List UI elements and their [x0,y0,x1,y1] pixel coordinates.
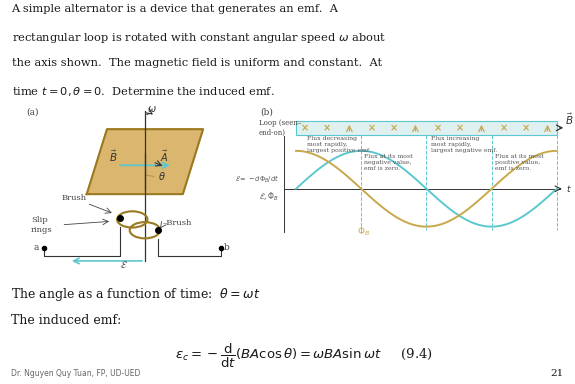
Text: The induced emf:: The induced emf: [12,314,122,327]
Text: ×: × [455,123,463,133]
Text: $\varepsilon_c = -\dfrac{\mathrm{d}}{\mathrm{d}t}(BA\cos\theta) = \omega BA\sin\: $\varepsilon_c = -\dfrac{\mathrm{d}}{\ma… [175,342,432,370]
Text: $t$: $t$ [566,183,572,194]
Text: ×: × [301,123,309,133]
Text: Brush: Brush [62,194,86,202]
Text: Slip
rings: Slip rings [31,216,53,234]
Text: $\vec{B}$: $\vec{B}$ [565,112,573,127]
Text: ×: × [522,123,530,133]
Text: b: b [223,243,229,252]
Text: a: a [33,243,39,252]
Text: ×: × [323,123,331,133]
Text: $\vec{A}$: $\vec{A}$ [160,148,168,164]
Text: $\mathcal{E} = -d\Phi_B/dt$: $\mathcal{E} = -d\Phi_B/dt$ [235,174,279,185]
Text: Dr. Nguyen Quy Tuan, FP, UD-UED: Dr. Nguyen Quy Tuan, FP, UD-UED [12,369,141,378]
Text: $\Phi_B$: $\Phi_B$ [357,226,370,238]
Text: The angle as a function of time:  $\theta = \omega t$: The angle as a function of time: $\theta… [12,286,261,303]
Text: Loop (seen–
end-on): Loop (seen– end-on) [259,119,301,137]
Text: (a): (a) [26,108,39,117]
Text: $\vec{B}$: $\vec{B}$ [109,148,118,164]
Bar [296,121,557,135]
Text: ×: × [434,123,442,133]
Text: $\theta$: $\theta$ [158,170,166,182]
Text: –Brush: –Brush [163,219,192,227]
Text: ×: × [367,123,375,133]
Text: Flux increasing
most rapidly,
largest negative emf.: Flux increasing most rapidly, largest ne… [431,136,497,153]
Text: $\mathcal{E}$: $\mathcal{E}$ [120,259,128,270]
Text: time $t = 0, \theta = 0$.  Determine the induced emf.: time $t = 0, \theta = 0$. Determine the … [12,85,274,98]
Text: A simple alternator is a device that generates an emf.  A: A simple alternator is a device that gen… [12,4,339,14]
Text: $\omega$: $\omega$ [147,104,157,114]
Text: 21: 21 [550,369,564,378]
Text: (b): (b) [260,108,273,117]
Text: $\mathcal{E}, \Phi_B$: $\mathcal{E}, \Phi_B$ [259,190,279,203]
Text: ×: × [500,123,508,133]
Text: Flux at its most
positive value,
emf is zero.: Flux at its most positive value, emf is … [494,154,543,171]
Text: Flux at its most
negative value,
emf is zero.: Flux at its most negative value, emf is … [365,154,413,171]
Text: the axis shown.  The magnetic field is uniform and constant.  At: the axis shown. The magnetic field is un… [12,58,382,68]
Text: ×: × [389,123,397,133]
Text: Flux decreasing
most rapidly,
largest positive emf.: Flux decreasing most rapidly, largest po… [307,136,371,153]
Text: rectangular loop is rotated with constant angular speed $\omega$ about: rectangular loop is rotated with constan… [12,31,386,45]
Polygon shape [87,129,203,194]
